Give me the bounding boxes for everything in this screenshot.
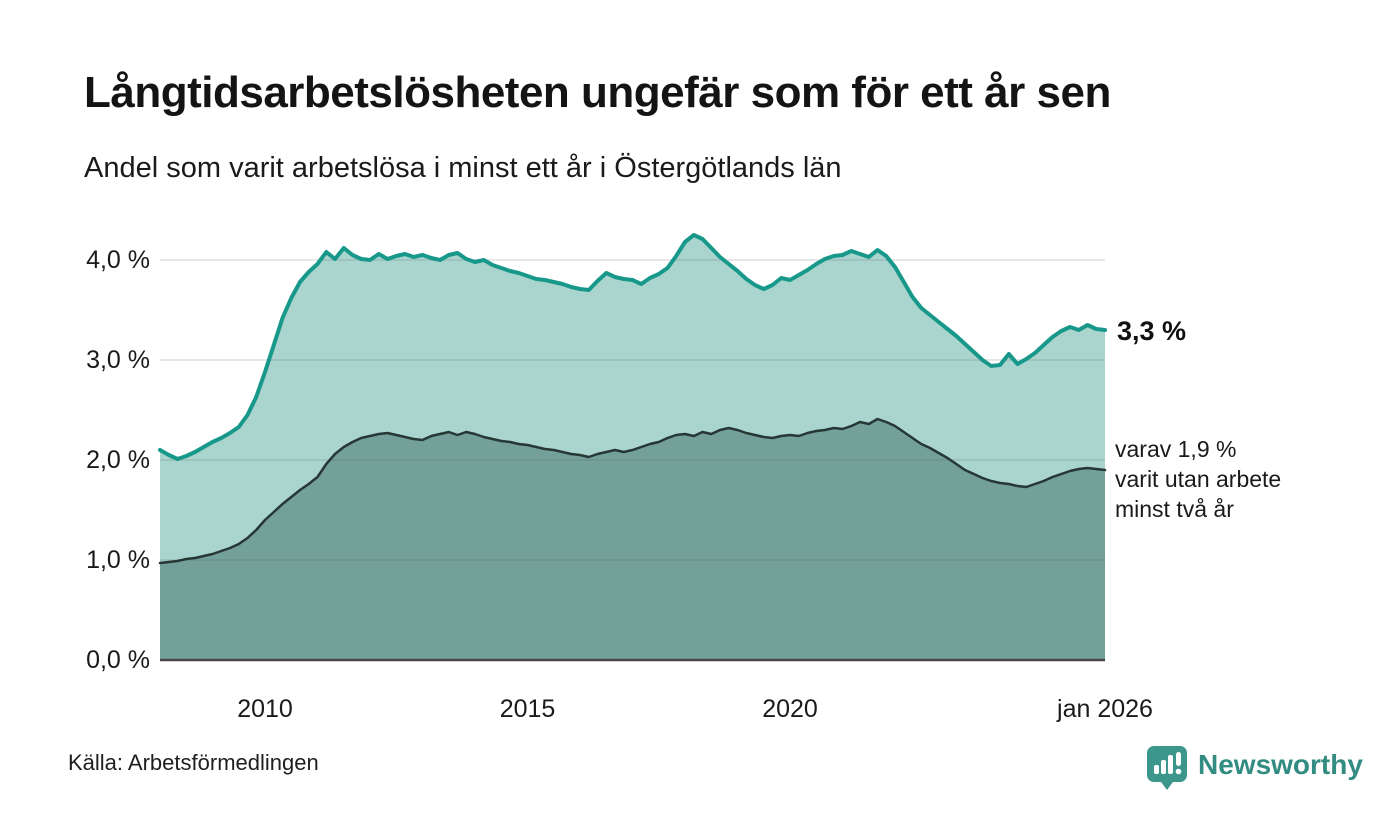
- source-caption: Källa: Arbetsförmedlingen: [68, 750, 319, 775]
- newsworthy-wordmark: Newsworthy: [1198, 749, 1363, 780]
- y-tick-label: 4,0 %: [86, 246, 150, 274]
- x-tick-label: 2010: [237, 695, 293, 723]
- page-subtitle: Andel som varit arbetslösa i minst ett å…: [84, 152, 842, 184]
- y-tick-label: 0,0 %: [86, 646, 150, 674]
- newsworthy-logo: Newsworthy: [1146, 745, 1363, 791]
- y-tick-label: 1,0 %: [86, 546, 150, 574]
- newsworthy-icon: [1147, 746, 1187, 790]
- annotation-line-1: varav 1,9 %: [1115, 436, 1237, 462]
- y-tick-label: 2,0 %: [86, 446, 150, 474]
- x-tick-label: jan 2026: [1057, 695, 1153, 723]
- series-end-value-label: 3,3 %: [1117, 316, 1187, 346]
- page-title: Långtidsarbetslösheten ungefär som för e…: [84, 68, 1111, 117]
- series-annotation-label: varav 1,9 % varit utan arbete minst två …: [1115, 434, 1281, 524]
- annotation-line-2: varit utan arbete: [1115, 466, 1282, 492]
- annotation-line-3: minst två år: [1115, 496, 1234, 522]
- y-tick-label: 3,0 %: [86, 346, 150, 374]
- x-tick-label: 2020: [762, 695, 818, 723]
- x-tick-label: 2015: [499, 695, 556, 723]
